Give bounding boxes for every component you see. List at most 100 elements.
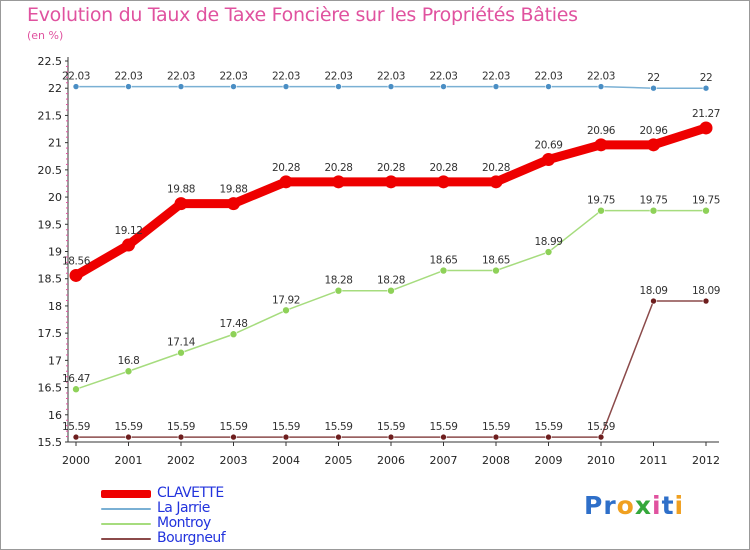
data-point-la-jarrie: [440, 83, 447, 90]
data-label-la-jarrie: 22.03: [114, 71, 142, 83]
data-label-montroy: 18.65: [429, 255, 457, 267]
logo-letter: P: [584, 491, 604, 520]
data-label-montroy: 16.8: [118, 355, 140, 367]
data-point-clavette: [699, 121, 713, 135]
data-label-montroy: 18.99: [534, 236, 562, 248]
data-point-clavette: [279, 175, 293, 189]
data-label-montroy: 18.28: [324, 275, 352, 287]
data-point-la-jarrie: [702, 84, 710, 92]
y-tick-label: 22.5: [38, 55, 63, 68]
data-point-bourgneuf: [177, 433, 185, 441]
series-line-bourgneuf: [75, 300, 707, 438]
y-tick-label: 19: [48, 246, 62, 259]
data-label-montroy: 18.65: [482, 255, 510, 267]
logo-letter: o: [616, 491, 635, 520]
data-label-bourgneuf: 15.59: [272, 421, 300, 433]
data-label-bourgneuf: 15.59: [219, 421, 247, 433]
data-point-bourgneuf: [650, 297, 657, 305]
legend-label-clavette: CLAVETTE: [157, 485, 224, 501]
data-labels: 15.59 15.59 15.59 15.59 15.59 15.59 15.59 15.59…: [62, 71, 720, 434]
legend-label-montroy: Montroy: [157, 515, 211, 531]
data-point-montroy: [387, 286, 395, 295]
data-label-la-jarrie: 22.03: [272, 71, 300, 83]
x-tick-label: 2002: [167, 454, 195, 467]
data-point-bourgneuf: [545, 433, 552, 441]
logo-letter: t: [661, 491, 675, 520]
data-label-clavette: 20.96: [587, 125, 616, 137]
data-point-la-jarrie: [125, 83, 132, 90]
y-tick-label: 20: [48, 191, 62, 204]
data-label-bourgneuf: 15.59: [62, 421, 90, 433]
data-point-montroy: [439, 266, 448, 275]
data-point-montroy: [282, 306, 290, 315]
data-point-la-jarrie: [492, 83, 500, 90]
x-tick-label: 2011: [640, 454, 668, 467]
data-point-clavette: [227, 197, 240, 211]
x-tick-label: 2004: [272, 454, 300, 467]
data-point-la-jarrie: [72, 83, 80, 90]
data-point-clavette: [594, 138, 608, 152]
x-tick-label: 2010: [587, 454, 615, 467]
data-label-clavette: 18.56: [62, 255, 91, 267]
data-point-la-jarrie: [650, 84, 657, 92]
data-label-bourgneuf: 15.59: [429, 421, 457, 433]
data-label-la-jarrie: 22.03: [587, 71, 615, 83]
data-label-clavette: 19.88: [167, 184, 195, 196]
legend-swatch-clavette: [101, 490, 151, 498]
logo-letter: x: [634, 491, 652, 520]
y-tick-label: 22: [48, 82, 62, 95]
x-tick-label: 2006: [377, 454, 405, 467]
data-label-bourgneuf: 15.59: [114, 421, 142, 433]
data-label-bourgneuf: 15.59: [377, 421, 405, 433]
legend-swatch-montroy: [101, 523, 151, 525]
data-label-clavette: 19.88: [219, 184, 247, 196]
data-point-la-jarrie: [335, 83, 342, 90]
logo-letter: i: [674, 491, 685, 520]
data-point-clavette: [174, 197, 188, 211]
x-tick-label: 2001: [115, 454, 143, 467]
data-label-la-jarrie: 22.03: [62, 71, 90, 83]
data-point-bourgneuf: [440, 433, 447, 441]
legend-label-bourgneuf: Bourgneuf: [157, 530, 226, 546]
data-point-la-jarrie: [230, 83, 237, 90]
data-point-bourgneuf: [492, 433, 500, 441]
x-tick-label: 2008: [482, 454, 510, 467]
axes: 15.5 16 16.5 17 17.5 18 18.5 19 19.5 20 20.5 21 21.5…: [38, 55, 721, 467]
data-point-montroy: [702, 206, 710, 215]
series-lines: [69, 83, 713, 441]
x-tick-label: 2007: [430, 454, 458, 467]
data-label-bourgneuf: 18.09: [639, 285, 667, 297]
y-tick-label: 18.5: [38, 273, 63, 286]
legend-swatch-la-jarrie: [101, 508, 151, 510]
data-point-bourgneuf: [387, 433, 395, 441]
y-tick-label: 19.5: [38, 218, 63, 231]
data-point-bourgneuf: [72, 433, 80, 441]
data-label-la-jarrie: 22.03: [534, 71, 562, 83]
data-point-montroy: [72, 385, 80, 394]
x-tick-label: 2000: [62, 454, 90, 467]
data-point-clavette: [384, 175, 398, 189]
data-label-la-jarrie: 22.03: [377, 71, 405, 83]
x-tick-label: 2012: [692, 454, 720, 467]
y-tick-label: 18: [48, 300, 62, 313]
data-point-la-jarrie: [282, 83, 290, 90]
data-label-clavette: 20.69: [534, 140, 562, 152]
data-point-bourgneuf: [597, 433, 605, 441]
data-label-bourgneuf: 15.59: [534, 421, 562, 433]
data-point-clavette: [542, 153, 555, 167]
data-point-bourgneuf: [702, 297, 710, 305]
data-label-bourgneuf: 15.59: [167, 421, 195, 433]
legend-swatch-bourgneuf: [101, 538, 151, 540]
data-label-montroy: 19.75: [692, 195, 720, 207]
y-tick-label: 17: [48, 354, 62, 367]
data-label-la-jarrie: 22: [700, 72, 713, 84]
data-label-montroy: 19.75: [639, 195, 667, 207]
series-line-montroy: [75, 209, 707, 390]
y-tick-label: 20.5: [38, 164, 63, 177]
data-label-bourgneuf: 15.59: [324, 421, 352, 433]
logo-letter: r: [603, 491, 617, 520]
data-point-bourgneuf: [282, 433, 290, 441]
data-label-la-jarrie: 22.03: [324, 71, 352, 83]
y-tick-label: 21.5: [38, 109, 63, 122]
